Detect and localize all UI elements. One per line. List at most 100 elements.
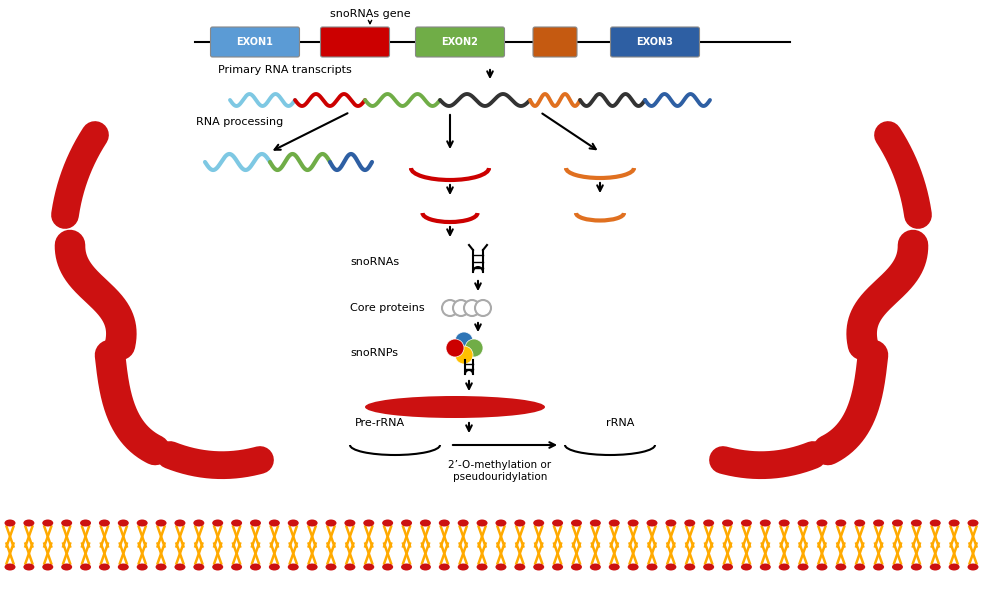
- Circle shape: [442, 300, 458, 316]
- Circle shape: [453, 300, 469, 316]
- Ellipse shape: [684, 564, 695, 571]
- Ellipse shape: [741, 519, 752, 527]
- Text: Core proteins: Core proteins: [350, 303, 425, 313]
- Ellipse shape: [458, 519, 469, 527]
- Ellipse shape: [231, 519, 242, 527]
- Text: Pre-rRNA: Pre-rRNA: [355, 418, 405, 428]
- Text: EXON3: EXON3: [637, 37, 673, 47]
- Ellipse shape: [854, 519, 865, 527]
- Ellipse shape: [590, 564, 601, 571]
- Ellipse shape: [325, 564, 336, 571]
- Ellipse shape: [779, 564, 789, 571]
- Ellipse shape: [911, 519, 922, 527]
- Ellipse shape: [438, 519, 450, 527]
- Ellipse shape: [571, 564, 582, 571]
- Ellipse shape: [137, 519, 147, 527]
- Ellipse shape: [817, 519, 828, 527]
- Ellipse shape: [325, 519, 336, 527]
- Ellipse shape: [382, 519, 393, 527]
- Text: EXON2: EXON2: [441, 37, 479, 47]
- Ellipse shape: [514, 564, 525, 571]
- Ellipse shape: [892, 564, 903, 571]
- Ellipse shape: [5, 519, 16, 527]
- Ellipse shape: [307, 519, 318, 527]
- Ellipse shape: [42, 519, 53, 527]
- Ellipse shape: [760, 519, 771, 527]
- Ellipse shape: [269, 519, 280, 527]
- Ellipse shape: [647, 519, 658, 527]
- Ellipse shape: [779, 519, 789, 527]
- Ellipse shape: [949, 564, 959, 571]
- Ellipse shape: [420, 519, 431, 527]
- Ellipse shape: [401, 564, 412, 571]
- Ellipse shape: [174, 519, 186, 527]
- FancyBboxPatch shape: [416, 27, 504, 57]
- Ellipse shape: [382, 564, 393, 571]
- Ellipse shape: [892, 519, 903, 527]
- Ellipse shape: [608, 519, 619, 527]
- Circle shape: [446, 339, 464, 357]
- Ellipse shape: [250, 564, 260, 571]
- Ellipse shape: [344, 564, 356, 571]
- Ellipse shape: [495, 519, 506, 527]
- Ellipse shape: [647, 564, 658, 571]
- Ellipse shape: [194, 564, 204, 571]
- Text: rRNA: rRNA: [606, 418, 634, 428]
- Ellipse shape: [155, 519, 166, 527]
- Circle shape: [455, 332, 473, 350]
- Circle shape: [455, 346, 473, 364]
- Ellipse shape: [24, 519, 34, 527]
- Ellipse shape: [836, 564, 846, 571]
- Ellipse shape: [967, 519, 978, 527]
- Text: snoRNAs: snoRNAs: [350, 257, 399, 267]
- Ellipse shape: [288, 564, 299, 571]
- Ellipse shape: [873, 564, 884, 571]
- Ellipse shape: [723, 564, 733, 571]
- Ellipse shape: [61, 564, 72, 571]
- Ellipse shape: [723, 519, 733, 527]
- Ellipse shape: [42, 564, 53, 571]
- Ellipse shape: [458, 564, 469, 571]
- Ellipse shape: [797, 564, 809, 571]
- Ellipse shape: [684, 519, 695, 527]
- Ellipse shape: [930, 519, 941, 527]
- Ellipse shape: [231, 564, 242, 571]
- Ellipse shape: [155, 564, 166, 571]
- Ellipse shape: [80, 519, 91, 527]
- Text: snoRNAs gene: snoRNAs gene: [329, 9, 410, 19]
- Ellipse shape: [552, 519, 563, 527]
- Text: 2’-O-methylation or
pseudouridylation: 2’-O-methylation or pseudouridylation: [448, 460, 551, 481]
- Ellipse shape: [665, 564, 676, 571]
- Ellipse shape: [477, 519, 488, 527]
- Ellipse shape: [741, 564, 752, 571]
- Ellipse shape: [288, 519, 299, 527]
- Ellipse shape: [967, 564, 978, 571]
- Ellipse shape: [930, 564, 941, 571]
- Circle shape: [464, 300, 480, 316]
- Ellipse shape: [703, 519, 714, 527]
- Ellipse shape: [817, 564, 828, 571]
- Ellipse shape: [627, 564, 639, 571]
- Ellipse shape: [760, 564, 771, 571]
- Text: RNA processing: RNA processing: [196, 117, 283, 127]
- Ellipse shape: [797, 519, 809, 527]
- Ellipse shape: [949, 519, 959, 527]
- Ellipse shape: [80, 564, 91, 571]
- Ellipse shape: [533, 564, 545, 571]
- Ellipse shape: [250, 519, 260, 527]
- Ellipse shape: [137, 564, 147, 571]
- Text: Primary RNA transcripts: Primary RNA transcripts: [218, 65, 352, 75]
- Ellipse shape: [269, 564, 280, 571]
- FancyBboxPatch shape: [210, 27, 300, 57]
- Ellipse shape: [24, 564, 34, 571]
- Ellipse shape: [911, 564, 922, 571]
- Ellipse shape: [495, 564, 506, 571]
- Ellipse shape: [514, 519, 525, 527]
- Ellipse shape: [873, 519, 884, 527]
- Ellipse shape: [99, 564, 110, 571]
- Ellipse shape: [118, 564, 129, 571]
- Ellipse shape: [212, 564, 223, 571]
- Ellipse shape: [438, 564, 450, 571]
- Ellipse shape: [307, 564, 318, 571]
- Circle shape: [465, 339, 483, 357]
